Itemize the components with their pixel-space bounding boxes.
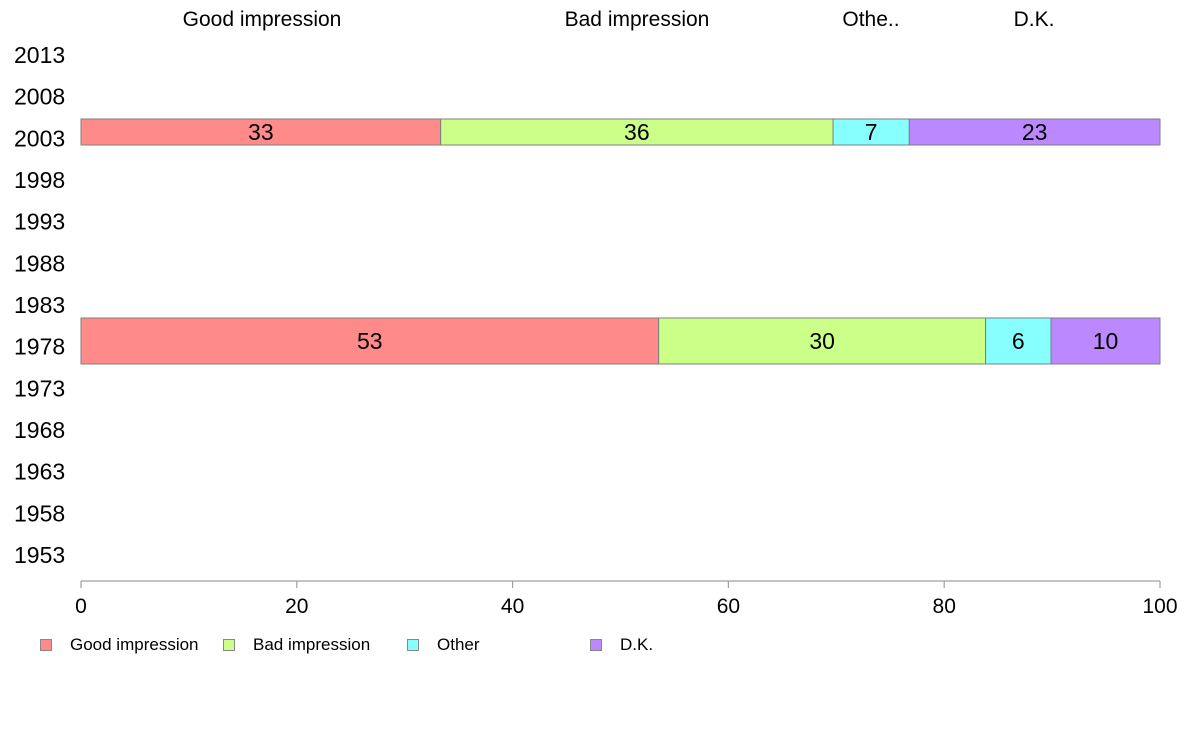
x-tick-label: 60 [717,595,740,618]
bar-segment [658,317,987,365]
bar-value-label: 10 [1093,328,1119,354]
y-tick-label: 1958 [14,500,65,526]
y-tick-label: 1963 [14,459,65,485]
x-tick-label: 20 [285,595,308,618]
y-tick-label: 1988 [14,250,65,276]
y-tick-label: 2013 [14,42,65,68]
x-axis: 0 20 40 60 80 100 [75,580,1178,618]
legend-label: D.K. [620,635,654,654]
y-tick-label: 1973 [14,375,65,401]
y-axis-tick-labels: 2013 2008 2003 1998 1993 1988 1983 1978 1973 1968… [14,42,65,568]
bars: 33 36 7 23 53 30 6 10 [80,118,1161,365]
legend: Good impression Bad impression Other D.K. [0,630,1188,660]
y-tick-label: 1953 [14,542,65,568]
bar-value-label: 6 [1012,328,1025,354]
y-tick-label: 1998 [14,167,65,193]
y-tick-label: 1993 [14,209,65,235]
bar-value-label: 23 [1022,119,1048,145]
bar-segment [440,118,834,146]
bar-segment [1050,317,1161,365]
legend-item: Bad impression [223,630,370,660]
legend-label: Bad impression [253,635,371,654]
y-tick-label: 1968 [14,417,65,443]
column-header: D.K. [1014,8,1055,31]
x-tick-label: 80 [933,595,956,618]
y-tick-label: 2008 [14,84,65,110]
x-tick-label: 100 [1142,595,1177,618]
column-header: Bad impression [565,8,710,31]
bar-value-label: 53 [357,328,383,354]
bar-segment [832,118,910,146]
bar-segment [908,118,1161,146]
y-tick-label: 1983 [14,292,65,318]
column-header: Good impression [183,8,342,31]
legend-item: Other [407,630,480,660]
y-tick-label: 2003 [14,125,65,151]
x-tick-label: 40 [501,595,524,618]
legend-swatch [407,639,419,651]
y-tick-label: 1978 [14,334,65,360]
bar-value-label: 33 [248,119,274,145]
column-header: Othe.. [842,8,899,31]
bar-segment [985,317,1052,365]
bar-value-label: 7 [865,119,878,145]
legend-label: Good impression [70,635,199,654]
legend-swatch [40,639,52,651]
legend-label: Other [437,635,480,654]
bar-value-label: 36 [624,119,650,145]
legend-item: Good impression [40,630,199,660]
bar-segment [80,317,660,365]
legend-item: D.K. [590,630,653,660]
column-headers: Good impression Bad impression Othe.. D.K. [183,8,1055,31]
bar-value-label: 30 [809,328,835,354]
legend-swatch [590,639,602,651]
x-tick-label: 0 [75,595,87,618]
bar-segment [80,118,442,146]
legend-swatch [223,639,235,651]
stacked-bar-chart: Good impression Bad impression Othe.. D.K. … [14,8,1178,618]
